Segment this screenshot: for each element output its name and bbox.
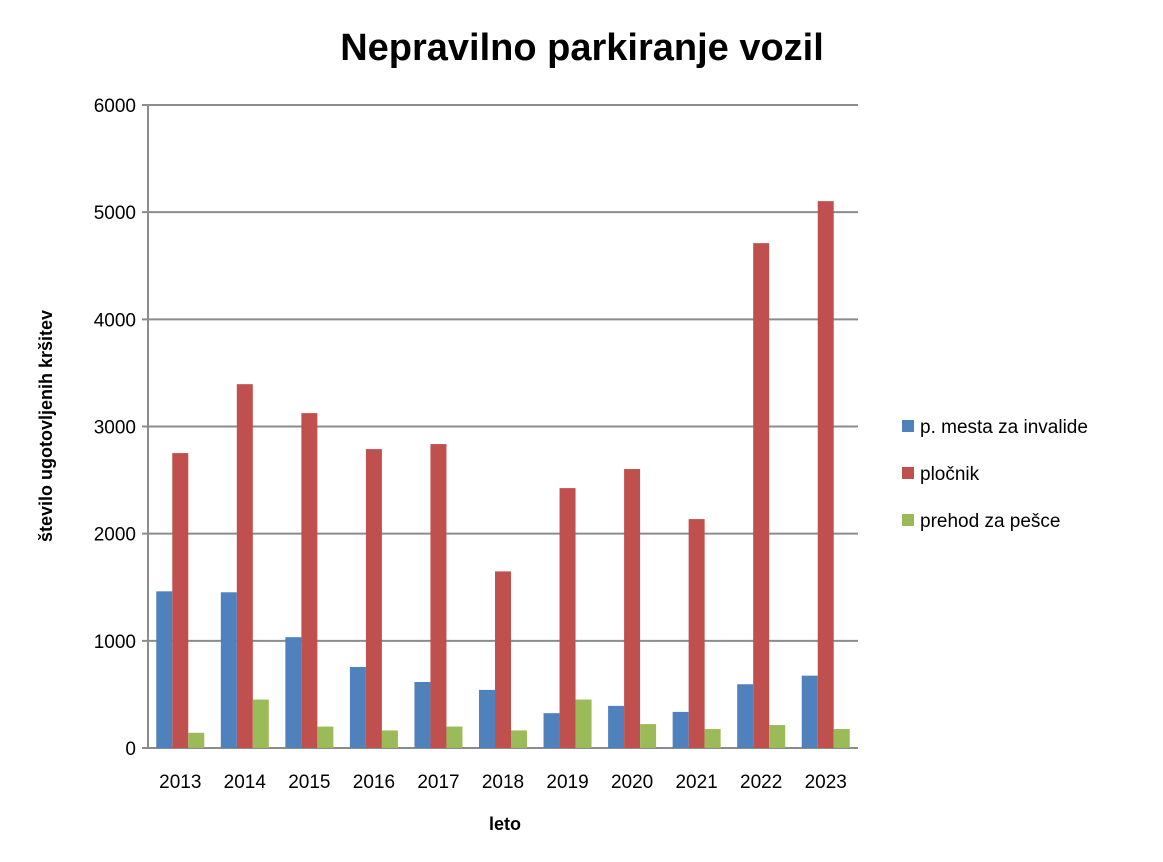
bar-2020-2 (640, 724, 657, 748)
x-tick-label: 2019 (546, 772, 588, 793)
bar-2017-1 (430, 444, 447, 748)
bar-2018-0 (479, 689, 495, 748)
bar-2021-0 (672, 711, 689, 748)
x-tick-label: 2020 (611, 772, 653, 793)
bar-2019-1 (559, 488, 576, 748)
bar-2022-1 (753, 243, 770, 749)
x-tick-label: 2016 (353, 772, 395, 793)
bar-2016-2 (381, 730, 398, 748)
y-tick-label: 1000 (94, 632, 136, 653)
x-axis-label: leto (489, 814, 521, 834)
bar-2016-1 (365, 449, 382, 748)
y-tick-label: 0 (125, 739, 136, 760)
bar-2023-0 (801, 675, 818, 748)
bar-2020-0 (608, 705, 625, 748)
legend-label: pločnik (920, 464, 980, 485)
legend-swatch (902, 467, 914, 479)
x-tick-label: 2023 (805, 772, 847, 793)
bar-2019-0 (543, 713, 560, 748)
x-tick-label: 2017 (417, 772, 459, 793)
legend-swatch (902, 420, 914, 432)
bar-2019-2 (575, 699, 592, 748)
bar-2013-2 (188, 732, 205, 748)
legend: p. mesta za invalide pločnik prehod za peš… (902, 417, 1088, 532)
x-tick-label: 2013 (159, 772, 201, 793)
y-axis-label: število ugotovljenih kršitev (36, 310, 56, 542)
legend-label: p. mesta za invalide (920, 417, 1088, 438)
bar-2013-1 (172, 453, 189, 748)
legend-label: prehod za pešce (920, 511, 1061, 532)
bar-2017-2 (446, 726, 463, 748)
chart-title: Nepravilno parkiranje vozil (340, 27, 824, 69)
bar-2021-1 (688, 519, 705, 748)
bar-2018-2 (511, 730, 527, 748)
bar-2018-1 (495, 571, 511, 748)
bar-2014-0 (220, 592, 237, 748)
y-tick-label: 5000 (94, 203, 136, 224)
bar-2014-2 (252, 699, 269, 748)
bar-2021-2 (704, 729, 721, 748)
bar-2015-0 (285, 637, 302, 748)
bar-2013-0 (156, 591, 173, 748)
bar-2016-0 (349, 666, 366, 748)
bar-2023-1 (817, 201, 834, 749)
x-tick-label: 2021 (675, 772, 717, 793)
x-tick-label: 2014 (224, 772, 267, 793)
x-tick-label: 2022 (740, 772, 782, 793)
bar-2023-2 (833, 729, 850, 748)
x-tick-label: 2015 (288, 772, 330, 793)
y-tick-label: 6000 (94, 96, 136, 117)
y-tick-label: 4000 (94, 310, 136, 331)
bar-2022-2 (769, 725, 786, 748)
y-tick-label: 2000 (94, 525, 136, 546)
bar-2017-0 (414, 681, 431, 748)
x-tick-label: 2018 (482, 772, 524, 793)
bar-2020-1 (624, 469, 641, 748)
bar-2022-0 (737, 684, 754, 748)
bar-2015-1 (301, 413, 318, 748)
bar-2015-2 (317, 726, 334, 748)
legend-swatch (902, 514, 914, 526)
bar-2014-1 (236, 384, 253, 748)
y-tick-label: 3000 (94, 418, 136, 439)
